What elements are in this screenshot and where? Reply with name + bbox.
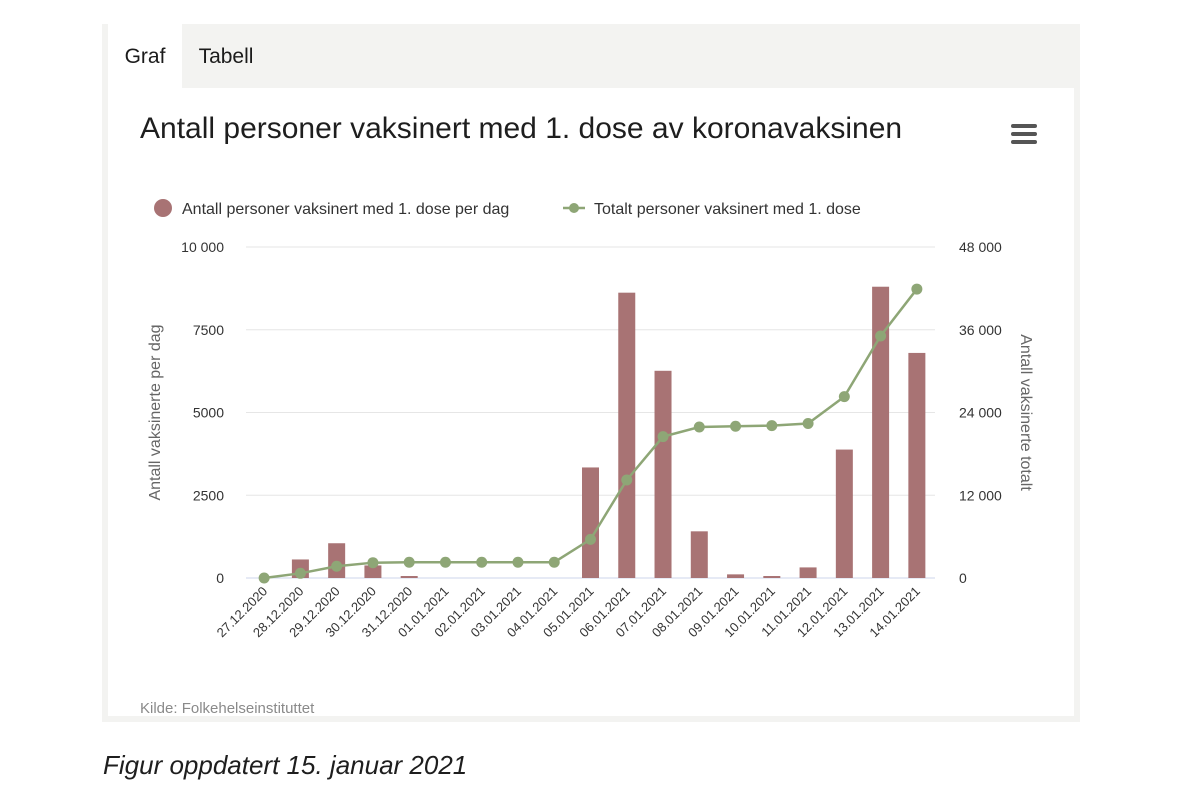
bar — [690, 531, 708, 578]
y-right-tick-label: 24 000 — [959, 405, 1002, 421]
total-point — [875, 330, 887, 342]
total-point — [911, 283, 923, 295]
legend-bar-label: Antall personer vaksinert med 1. dose pe… — [182, 201, 509, 218]
legend-line-dot — [569, 203, 579, 213]
bar — [835, 449, 853, 578]
total-point — [766, 420, 778, 432]
tab-tabell[interactable]: Tabell — [198, 45, 254, 68]
y-left-tick-label: 7500 — [193, 322, 224, 338]
total-point — [476, 556, 488, 568]
y-right-tick-label: 12 000 — [959, 487, 1002, 503]
bar — [727, 574, 745, 578]
total-point — [331, 560, 343, 572]
bar — [400, 576, 418, 578]
legend-line-label: Totalt personer vaksinert med 1. dose — [594, 201, 861, 218]
bar — [763, 576, 781, 578]
bar — [654, 370, 672, 578]
total-point — [294, 567, 306, 579]
total-point — [548, 556, 560, 568]
bar — [799, 567, 817, 578]
y-right-axis-title: Antall vaksinerte totalt — [1017, 334, 1034, 491]
total-point — [403, 556, 415, 568]
y-right-tick-label: 36 000 — [959, 322, 1002, 338]
y-left-tick-label: 10 000 — [181, 239, 224, 255]
chart-panel: Graf Tabell Antall personer vaksinert me… — [102, 24, 1080, 722]
tab-bar: Graf Tabell — [102, 24, 1080, 90]
bar — [872, 286, 890, 578]
total-point — [512, 556, 524, 568]
y-right-tick-label: 0 — [959, 570, 967, 586]
y-left-tick-label: 2500 — [193, 487, 224, 503]
chart-content: Antall personer vaksinert med 1. dose av… — [108, 88, 1074, 717]
tab-graf[interactable]: Graf — [108, 24, 182, 90]
total-point — [439, 556, 451, 568]
y-left-tick-label: 5000 — [193, 405, 224, 421]
total-point — [657, 431, 669, 443]
y-right-tick-label: 48 000 — [959, 239, 1002, 255]
total-point — [585, 533, 596, 545]
y-left-tick-label: 0 — [216, 570, 224, 586]
figure-caption: Figur oppdatert 15. januar 2021 — [103, 750, 468, 780]
bar — [364, 565, 382, 578]
chart-svg: 0 0 2500 12 000 5000 24 000 7500 36 000 10 000 48… — [147, 199, 1034, 640]
chart-title: Antall personer vaksinert med 1. dose av… — [140, 112, 903, 145]
bar — [328, 543, 346, 578]
legend-bar-marker — [154, 199, 172, 217]
source-text: Kilde: Folkehelseinstituttet — [140, 700, 315, 717]
bar — [908, 352, 926, 578]
bar — [582, 467, 599, 578]
hamburger-menu-icon[interactable] — [1011, 124, 1037, 148]
total-point — [730, 420, 742, 432]
total-point — [802, 418, 814, 430]
total-point — [621, 474, 633, 486]
total-point — [838, 391, 850, 403]
total-point — [693, 421, 705, 433]
y-left-axis-title: Antall vaksinerte per dag — [147, 324, 164, 500]
total-point — [367, 557, 379, 569]
total-point — [258, 572, 270, 584]
bar — [618, 292, 636, 578]
